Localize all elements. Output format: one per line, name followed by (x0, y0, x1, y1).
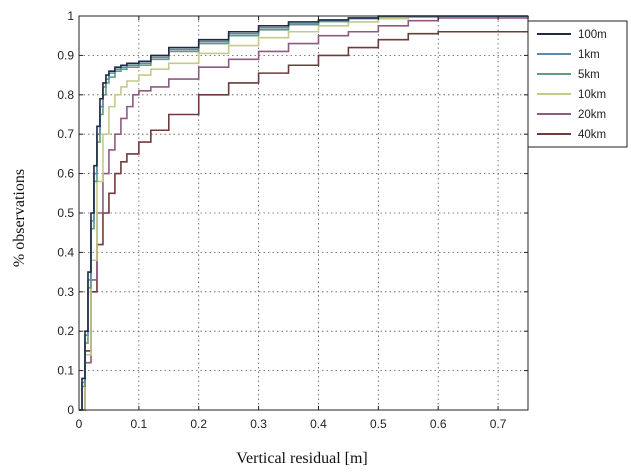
x-tick-label: 0.2 (190, 417, 207, 431)
series-line-40km (79, 30, 528, 411)
legend-label-5km: 5km (578, 69, 600, 81)
x-tick-label: 0.6 (430, 417, 447, 431)
y-tick-label: 0.3 (57, 285, 74, 299)
legend-box (527, 20, 628, 148)
y-tick-label: 0.7 (57, 127, 74, 141)
x-tick-label: 0.7 (490, 417, 507, 431)
y-tick-label: 0 (67, 403, 74, 417)
y-tick-label: 0.2 (57, 324, 74, 338)
y-tick-label: 0.9 (57, 48, 74, 62)
y-tick-label: 0.8 (57, 88, 74, 102)
x-axis-title: Vertical residual [m] (236, 450, 368, 467)
axis-ticks: 0 0.1 0.2 0.3 0.4 0.5 0.6 0.7 0 0.1 0.2 0.3 0.4 0.5 0.… (57, 9, 528, 431)
series-line-10km (79, 15, 529, 411)
legend: 100m 1km 5km 10km 20km 40km (527, 20, 628, 148)
legend-label-1km: 1km (578, 49, 600, 61)
y-tick-label: 1 (67, 9, 74, 23)
legend-label-100m: 100m (578, 29, 607, 41)
grid (79, 16, 528, 410)
x-tick-label: 0 (76, 417, 83, 431)
legend-label-10km: 10km (578, 89, 606, 101)
x-tick-label: 0.4 (310, 417, 327, 431)
legend-label-40km: 40km (578, 129, 606, 141)
x-tick-label: 0.3 (250, 417, 267, 431)
series-line-100m (79, 15, 528, 411)
series-line-20km (79, 16, 529, 411)
x-tick-label: 0.5 (370, 417, 387, 431)
x-tick-label: 0.1 (131, 417, 148, 431)
y-axis-title: % observations (11, 169, 28, 267)
series-lines (79, 15, 529, 411)
y-tick-label: 0.5 (57, 206, 74, 220)
y-tick-label: 0.1 (57, 364, 74, 378)
y-tick-label: 0.4 (57, 245, 74, 259)
legend-label-20km: 20km (578, 109, 606, 121)
y-tick-label: 0.6 (57, 167, 74, 181)
